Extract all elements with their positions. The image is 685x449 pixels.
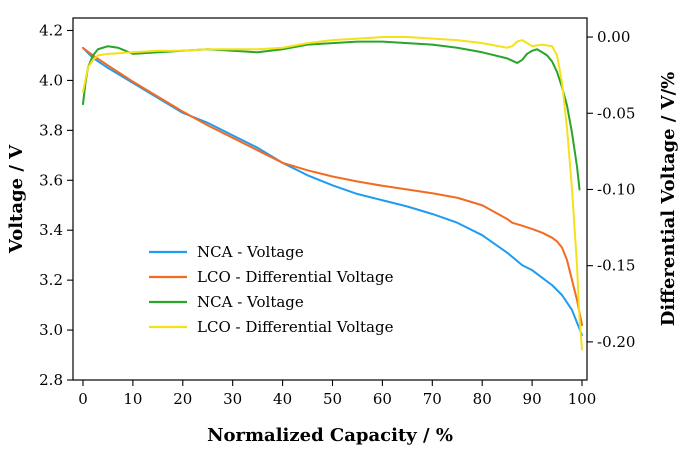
x-tick-label: 30 <box>223 390 242 408</box>
x-tick-label: 0 <box>78 390 88 408</box>
y-axis-left: 2.8 3.0 3.2 3.4 3.6 3.8 4.0 4.2 <box>39 21 73 389</box>
y-tick-label: 2.8 <box>39 371 63 389</box>
series-line-3 <box>81 40 581 191</box>
y-tick-label: 3.2 <box>39 271 63 289</box>
x-tick-label: 10 <box>123 390 142 408</box>
series-line-2 <box>81 46 584 327</box>
x-tick-label: 50 <box>323 390 342 408</box>
y-tick-label: 3.0 <box>39 321 63 339</box>
y-axis-right: 0.00 -0.05 -0.10 -0.15 -0.20 <box>587 28 635 351</box>
y-axis-right-title: Differential Voltage / V/% <box>658 72 679 327</box>
y-tick-label: 3.8 <box>39 121 63 139</box>
y-right-tick-label: -0.20 <box>597 333 635 351</box>
y-right-tick-label: -0.05 <box>597 104 635 122</box>
legend-label-1: NCA - Voltage <box>197 243 304 261</box>
x-tick-label: 100 <box>568 390 597 408</box>
x-tick-label: 60 <box>373 390 392 408</box>
legend-label-4: LCO - Differential Voltage <box>197 318 394 336</box>
y-tick-label: 4.0 <box>39 71 63 89</box>
legend-label-2: LCO - Differential Voltage <box>197 268 394 286</box>
series-layer <box>81 36 584 351</box>
y-right-tick-label: 0.00 <box>597 28 630 46</box>
x-tick-label: 70 <box>423 390 442 408</box>
x-axis-title: Normalized Capacity / % <box>207 425 453 446</box>
x-tick-label: 20 <box>173 390 192 408</box>
x-axis: 0 10 20 30 40 50 60 70 80 90 100 <box>78 380 596 408</box>
y-tick-label: 3.4 <box>39 221 63 239</box>
series-line-4 <box>81 36 584 351</box>
x-tick-label: 80 <box>473 390 492 408</box>
y-tick-label: 4.2 <box>39 21 63 39</box>
y-tick-label: 3.6 <box>39 171 63 189</box>
x-tick-label: 40 <box>273 390 292 408</box>
x-tick-label: 90 <box>523 390 542 408</box>
y-right-tick-label: -0.10 <box>597 180 635 198</box>
series-line-1 <box>81 46 584 337</box>
legend: NCA - Voltage LCO - Differential Voltage N… <box>149 243 394 336</box>
plot-frame <box>72 17 588 381</box>
y-axis-title: Voltage / V <box>6 144 27 254</box>
y-right-tick-label: -0.15 <box>597 257 635 275</box>
legend-label-3: NCA - Voltage <box>197 293 304 311</box>
